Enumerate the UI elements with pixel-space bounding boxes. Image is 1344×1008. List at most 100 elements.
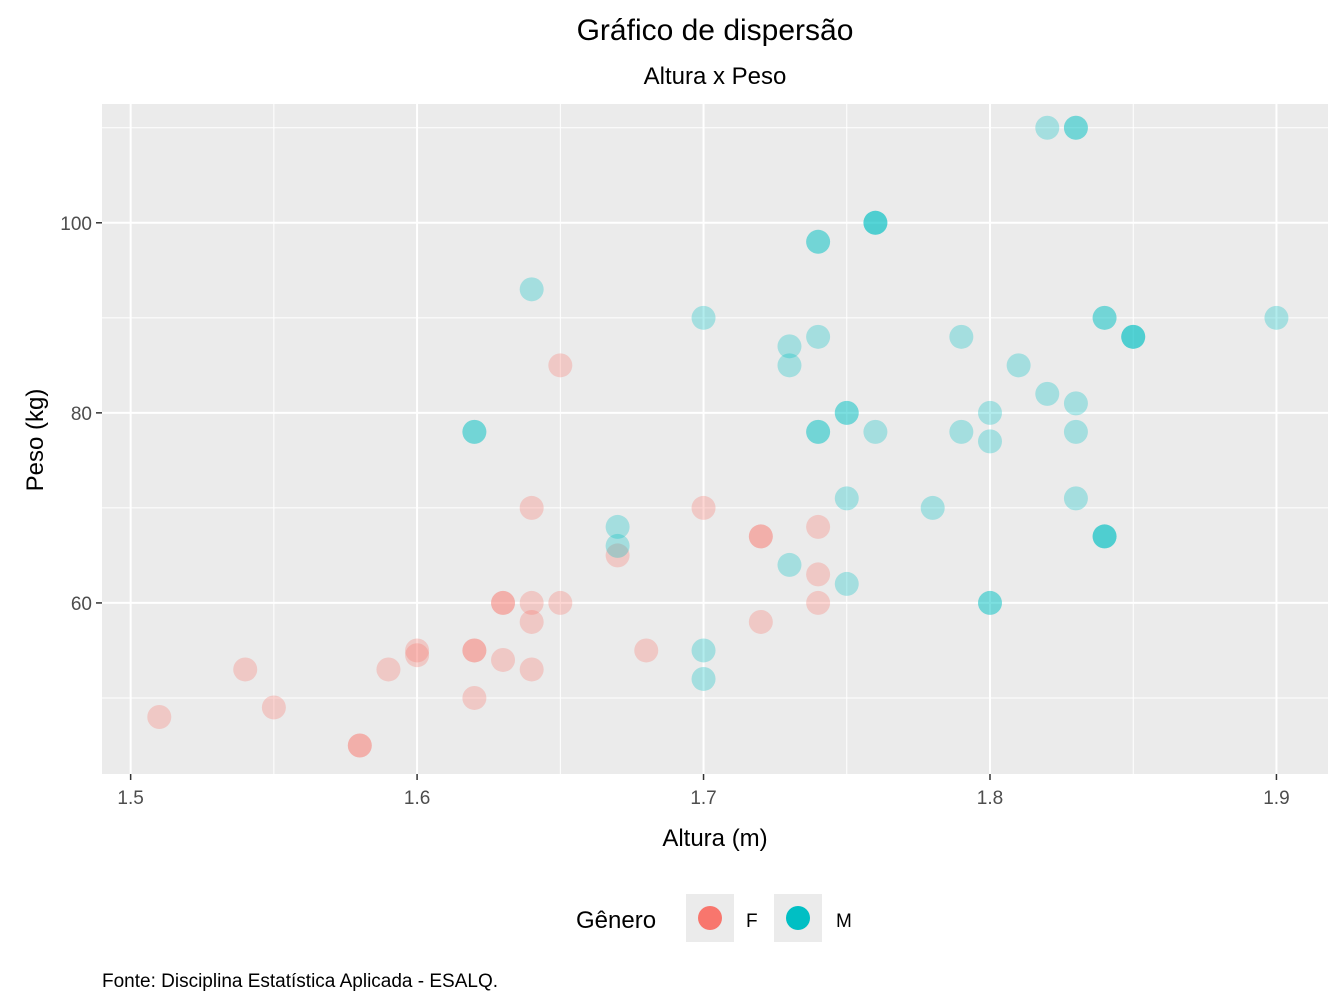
data-points [147,115,1289,758]
data-point-m [1121,324,1146,349]
data-point-m [1121,324,1146,349]
data-point-f [605,543,630,568]
data-point-m [777,353,802,378]
data-point-m [977,400,1002,425]
data-point-f [806,562,831,587]
data-point-m [977,429,1002,454]
data-point-m [1006,353,1031,378]
data-point-m [834,400,859,425]
data-point-m [777,334,802,359]
data-point-f [491,647,516,672]
data-point-m [1092,524,1117,549]
data-point-m [1092,524,1117,549]
x-tick-label: 1.5 [117,788,143,809]
data-point-m [1035,381,1060,406]
x-axis-title: Altura (m) [662,825,767,852]
data-point-m [1063,115,1088,140]
data-point-f [405,638,430,663]
data-point-f [491,590,516,615]
data-point-f [405,643,430,668]
data-point-f [233,657,258,682]
x-tick-label: 1.7 [690,788,716,809]
data-point-f [147,704,172,729]
caption: Fonte: Disciplina Estatística Aplicada -… [102,971,498,992]
data-point-m [834,571,859,596]
data-point-m [605,533,630,558]
data-point-m [806,419,831,444]
x-axis-ticks: 1.5 1.6 1.7 1.8 1.9 [117,774,1290,809]
data-point-f [519,657,544,682]
data-point-m [1092,524,1117,549]
legend-dot-m [786,906,810,930]
data-point-m [605,514,630,539]
data-point-f [806,590,831,615]
data-point-f [548,353,573,378]
data-point-m [834,486,859,511]
y-tick-label: 60 [71,594,92,615]
legend-label-f: F [746,911,758,932]
data-point-m [977,590,1002,615]
legend-label-m: M [836,911,852,932]
data-point-f [548,590,573,615]
data-point-m [806,229,831,254]
chart-subtitle: Altura x Peso [644,63,787,90]
data-point-m [691,638,716,663]
data-point-m [1063,115,1088,140]
data-point-m [863,210,888,235]
data-point-m [1092,305,1117,330]
data-point-m [691,305,716,330]
data-point-m [1092,305,1117,330]
data-point-m [834,400,859,425]
data-point-f [748,524,773,549]
data-point-f [491,590,516,615]
data-point-m [863,210,888,235]
data-point-f [462,638,487,663]
data-point-m [1063,419,1088,444]
data-point-f [347,733,372,758]
data-point-m [863,210,888,235]
data-point-f [519,609,544,634]
data-point-f [462,685,487,710]
data-point-f [519,495,544,520]
data-point-m [462,419,487,444]
data-point-m [806,324,831,349]
data-point-m [1264,305,1289,330]
legend: Gênero F M [576,894,852,942]
data-point-m [863,419,888,444]
data-point-m [806,229,831,254]
data-point-m [777,552,802,577]
data-point-m [1063,486,1088,511]
legend-title: Gênero [576,907,656,934]
data-point-m [806,419,831,444]
x-tick-label: 1.6 [404,788,430,809]
y-tick-label: 80 [71,404,92,425]
chart-title: Gráfico de dispersão [577,14,854,47]
data-point-m [1035,115,1060,140]
data-point-f [376,657,401,682]
y-axis-ticks: 60 80 100 [60,214,102,615]
data-point-f [748,524,773,549]
data-point-f [634,638,659,663]
data-point-m [949,419,974,444]
y-tick-label: 100 [60,214,92,235]
data-point-f [691,495,716,520]
plot-panel [102,104,1328,774]
data-point-m [949,324,974,349]
data-point-f [462,638,487,663]
data-point-m [977,590,1002,615]
y-axis-title: Peso (kg) [22,389,49,492]
data-point-f [261,695,286,720]
data-point-f [748,609,773,634]
legend-dot-f [698,906,722,930]
data-point-m [1063,391,1088,416]
data-point-f [347,733,372,758]
data-point-m [519,277,544,302]
x-tick-label: 1.9 [1263,788,1289,809]
data-point-f [519,590,544,615]
data-point-m [462,419,487,444]
data-point-m [691,666,716,691]
data-point-m [920,495,945,520]
minor-gridlines [102,104,1328,774]
x-tick-label: 1.8 [977,788,1003,809]
